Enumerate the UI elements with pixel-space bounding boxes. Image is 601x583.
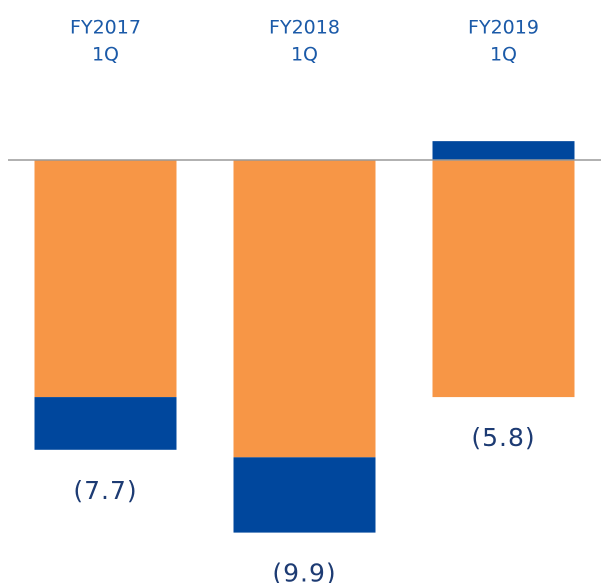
bar-segment <box>34 159 177 398</box>
x-tick-label: FY2017 <box>70 17 141 39</box>
x-tick-label: 1Q <box>291 44 318 66</box>
bar-segment <box>432 141 575 160</box>
bar-segment <box>233 457 376 533</box>
x-tick-label: 1Q <box>490 44 517 66</box>
x-tick-label: 1Q <box>92 44 119 66</box>
bar-segment <box>34 397 177 450</box>
bar-segment <box>233 159 376 458</box>
bar-segment <box>432 159 575 398</box>
x-tick-label: FY2018 <box>269 17 340 39</box>
total-label: (9.9) <box>272 559 336 583</box>
x-tick-label: FY2019 <box>468 17 539 39</box>
total-label: (5.8) <box>471 423 535 452</box>
total-label: (7.7) <box>73 476 137 505</box>
